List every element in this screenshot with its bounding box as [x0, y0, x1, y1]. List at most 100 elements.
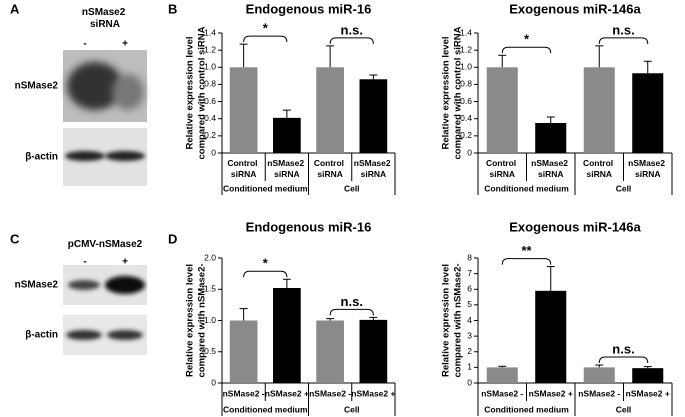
lane-label: - [83, 257, 86, 268]
group-label: Cell [616, 183, 632, 193]
panel-letter: D [168, 231, 177, 246]
significance-bracket [243, 270, 288, 278]
y-tick-label: 0.2 [460, 130, 472, 140]
bar [632, 73, 664, 153]
chart-title: Endogenous miR-16 [246, 219, 372, 234]
y-tick-label: 1.0 [460, 62, 472, 72]
group-label: Cell [616, 404, 632, 414]
group-label: Conditioned medium [484, 404, 569, 414]
significance-bracket [598, 37, 649, 44]
bar [486, 67, 518, 153]
chart-title: Endogenous miR-16 [246, 1, 372, 16]
y-tick-label: 1.0 [204, 315, 216, 325]
y-tick-label: 0 [211, 147, 216, 157]
y-tick-label: 0.6 [204, 96, 216, 106]
y-axis-label: Relative expression level [185, 264, 196, 377]
y-axis-label: compared with nSMase2- [453, 263, 464, 377]
y-tick-label: 1.4 [204, 27, 216, 37]
significance-label: n.s. [612, 22, 634, 37]
x-tick-label: nSMase2 siRNA [267, 158, 306, 179]
significance-label: n.s. [341, 22, 363, 37]
x-tick-label: nSMase2 siRNA [531, 158, 570, 179]
bar [632, 368, 664, 383]
y-tick-label: 0.8 [460, 79, 472, 89]
bar [535, 290, 567, 383]
blot-header: pCMV-nSMase2 [68, 239, 143, 250]
significance-bracket [598, 356, 649, 364]
x-tick-label: nSMase2 siRNA [628, 158, 667, 179]
y-tick-label: 1 [467, 362, 472, 372]
y-tick-label: 2.0 [204, 252, 216, 262]
bar [535, 123, 567, 153]
bar [273, 117, 301, 153]
blot-header: nSMase2 siRNA [82, 7, 128, 30]
bar [229, 67, 258, 153]
significance-bracket [243, 35, 288, 43]
significance-bracket [329, 308, 374, 316]
y-axis-label: compared with control siRNA [453, 26, 464, 159]
group-label: Conditioned medium [223, 183, 308, 193]
bar [359, 79, 388, 153]
blot-c-nsmase2 [63, 265, 147, 305]
y-axis-label: Relative expression level [441, 264, 452, 377]
lane-label: + [122, 39, 128, 50]
y-axis-label: compared with control siRNA [197, 26, 208, 159]
x-tick-label: nSMase2 siRNA [354, 158, 393, 179]
x-tick-label: Control siRNA [583, 158, 616, 179]
significance-bracket [329, 37, 374, 44]
significance-label: ** [521, 243, 532, 258]
bar [583, 367, 615, 383]
y-tick-label: 1.2 [204, 44, 216, 54]
significance-bracket [501, 46, 552, 54]
row-label: nSMase2 [15, 280, 59, 291]
y-tick-label: 0.5 [204, 346, 216, 356]
chart-title: Exogenous miR-146a [509, 219, 641, 234]
y-tick-label: 3 [467, 330, 472, 340]
y-tick-label: 6 [467, 284, 472, 294]
significance-label: * [263, 21, 269, 36]
row-label: β-actin [25, 330, 58, 341]
y-tick-label: 7 [467, 268, 472, 278]
x-tick-label: Control siRNA [227, 158, 260, 179]
chart-title: Exogenous miR-146a [509, 1, 641, 16]
x-tick-label: nSMase2 - [481, 388, 523, 398]
x-tick-label: nSMase2 + [351, 388, 395, 398]
y-tick-label: 0.8 [204, 79, 216, 89]
y-axis-label: Relative expression level [441, 36, 452, 149]
y-tick-label: 4 [467, 315, 472, 325]
y-tick-label: 2 [467, 346, 472, 356]
blot-a-actin [63, 128, 147, 186]
y-tick-label: 0.2 [204, 130, 216, 140]
y-tick-label: 0.6 [460, 96, 472, 106]
y-tick-label: 1.2 [460, 44, 472, 54]
row-label: nSMase2 [15, 81, 59, 92]
blot-a-nsmase2 [63, 50, 147, 122]
y-axis-label: compared with nSMase2- [197, 263, 208, 377]
panel-letter: A [10, 1, 20, 16]
y-tick-label: 1.5 [204, 284, 216, 294]
bar [316, 67, 344, 153]
x-tick-label: nSMase2 + [265, 388, 309, 398]
x-tick-label: nSMase2 + [529, 388, 573, 398]
y-tick-label: 1.4 [460, 27, 472, 37]
x-tick-label: Control siRNA [314, 158, 347, 179]
bar [359, 319, 388, 383]
significance-bracket [501, 258, 552, 265]
bar [583, 67, 615, 153]
significance-label: n.s. [341, 294, 363, 309]
group-label: Cell [344, 404, 360, 414]
y-tick-label: 0.4 [204, 113, 216, 123]
y-tick-label: 0 [467, 377, 472, 387]
panel-letter: B [168, 1, 177, 16]
bar [316, 320, 344, 383]
bar [229, 320, 258, 383]
significance-label: * [524, 32, 530, 47]
lane-label: + [122, 257, 128, 268]
significance-label: n.s. [612, 341, 634, 356]
y-tick-label: 0 [211, 377, 216, 387]
group-label: Conditioned medium [223, 404, 308, 414]
y-tick-label: 5 [467, 299, 472, 309]
blot-c-actin [63, 315, 147, 355]
group-label: Cell [344, 183, 360, 193]
